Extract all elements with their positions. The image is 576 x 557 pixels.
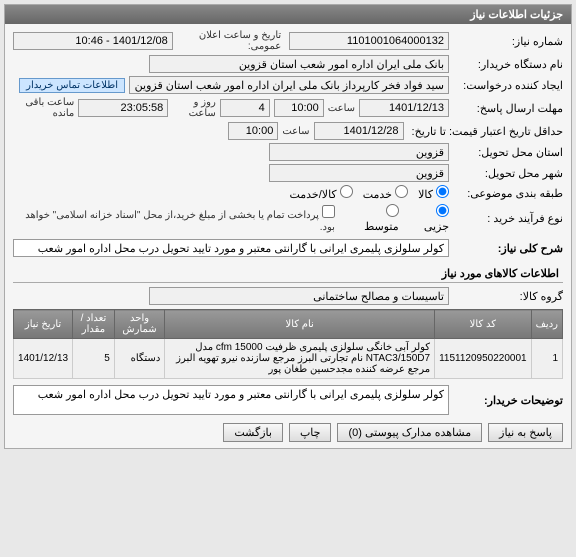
label-creator: ایجاد کننده درخواست:: [453, 79, 563, 92]
field-exec-city: [269, 143, 449, 161]
field-deliver-city: [269, 164, 449, 182]
label-remain: ساعت باقی مانده: [13, 97, 74, 119]
label-pack: طبقه بندی موضوعی:: [453, 187, 563, 200]
attachments-button[interactable]: مشاهده مدارک پیوستی (0): [337, 423, 482, 442]
radio-class-3[interactable]: کالا/خدمت: [289, 185, 352, 201]
table-row: 1 1151120950220001 کولر آبی خانگی سلولزی…: [14, 339, 563, 379]
label-day-time: روز و ساعت: [172, 97, 216, 119]
radio-class-2[interactable]: خدمت: [363, 185, 408, 201]
details-panel: جزئیات اطلاعات نیاز شماره نیاز: تاریخ و …: [4, 4, 572, 449]
th-date: تاریخ نیاز: [14, 310, 73, 339]
label-buyer-org: نام دستگاه خریدار:: [453, 58, 563, 71]
th-name: نام کالا: [165, 310, 435, 339]
field-group: [149, 287, 449, 305]
field-deadline-hour: [274, 99, 324, 117]
field-validity-date: [314, 122, 404, 140]
label-summary: شرح کلی نیاز:: [453, 242, 563, 255]
field-buyer-org: [149, 55, 449, 73]
field-announce: [13, 32, 173, 50]
label-announce: تاریخ و ساعت اعلان عمومی:: [177, 30, 281, 52]
reply-button[interactable]: پاسخ به نیاز: [488, 423, 563, 442]
field-deadline-remain: [78, 99, 168, 117]
field-buyer-note: کولر سلولزی پلیمری ایرانی با گارانتی معت…: [13, 385, 449, 415]
items-table: ردیف کد کالا نام کالا واحد شمارش تعداد /…: [13, 309, 563, 379]
class-radio-group: کالا خدمت کالا/خدمت: [289, 185, 449, 201]
label-deadline: مهلت ارسال پاسخ:: [453, 102, 563, 115]
cell-name: کولر آبی خانگی سلولزی پلیمری ظرفیت cfm 1…: [165, 339, 435, 379]
label-req-no: شماره نیاز:: [453, 35, 563, 48]
radio-type-2[interactable]: متوسط: [349, 204, 399, 233]
field-creator: [129, 76, 449, 94]
label-group: گروه کالا:: [453, 290, 563, 303]
contact-info-button[interactable]: اطلاعات تماس خریدار: [19, 78, 125, 93]
field-validity-hour: [228, 122, 278, 140]
cell-date: 1401/12/13: [14, 339, 73, 379]
panel-body: شماره نیاز: تاریخ و ساعت اعلان عمومی: نا…: [5, 24, 571, 448]
field-deadline-days: [220, 99, 270, 117]
type-radio-group: جزیی متوسط: [349, 204, 449, 233]
th-code: کد کالا: [435, 310, 532, 339]
radio-class-1[interactable]: کالا: [418, 185, 449, 201]
cell-qty: 5: [73, 339, 115, 379]
label-hour-2: ساعت: [282, 126, 309, 137]
th-qty: تعداد / مقدار: [73, 310, 115, 339]
label-deliver-city: شهر محل تحویل:: [453, 167, 563, 180]
label-exec-city: استان محل تحویل:: [453, 146, 563, 159]
field-deadline-date: [359, 99, 449, 117]
label-validity: حداقل تاریخ اعتبار قیمت: تا تاریخ:: [408, 125, 563, 138]
panel-header: جزئیات اطلاعات نیاز: [5, 5, 571, 24]
th-unit: واحد شمارش: [114, 310, 164, 339]
label-buyer-note: توضیحات خریدار:: [453, 394, 563, 407]
label-type: نوع فرآیند خرید :: [453, 212, 563, 225]
label-hour-1: ساعت: [328, 103, 355, 114]
th-idx: ردیف: [531, 310, 562, 339]
footer-buttons: پاسخ به نیاز مشاهده مدارک پیوستی (0) چاپ…: [13, 423, 563, 442]
cell-code: 1151120950220001: [435, 339, 532, 379]
print-button[interactable]: چاپ: [289, 423, 332, 442]
radio-type-1[interactable]: جزیی: [409, 204, 449, 233]
items-section-title: اطلاعات کالاهای مورد نیاز: [13, 265, 563, 283]
back-button[interactable]: بازگشت: [223, 423, 283, 442]
cell-idx: 1: [531, 339, 562, 379]
cell-unit: دستگاه: [114, 339, 164, 379]
field-req-no: [289, 32, 449, 50]
field-summary: کولر سلولزی پلیمری ایرانی با گارانتی معت…: [13, 239, 449, 257]
pay-checkbox[interactable]: پرداخت تمام یا بخشی از مبلغ خرید،از محل …: [13, 205, 335, 233]
